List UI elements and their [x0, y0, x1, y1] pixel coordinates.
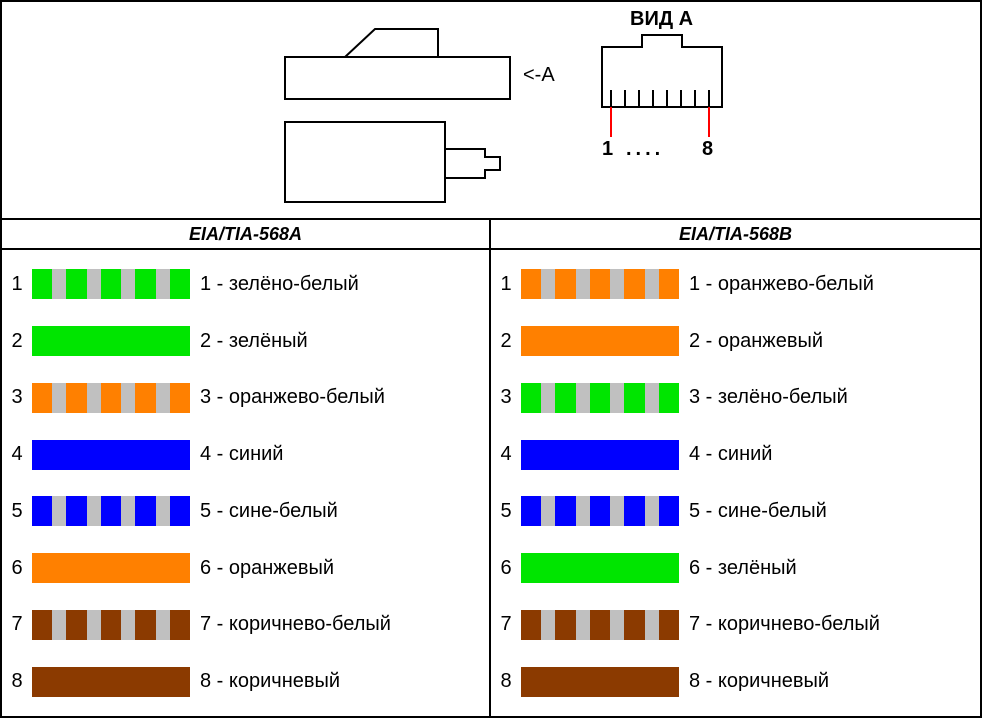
pin-number: 6 [2, 557, 32, 580]
pin-8-label: 8 [702, 138, 713, 161]
wire-swatch [32, 553, 190, 583]
pin-number: 3 [491, 386, 521, 409]
wire-label: 8 - коричневый [200, 670, 340, 693]
pin-number: 6 [491, 557, 521, 580]
wire-label: 3 - зелёно-белый [689, 386, 848, 409]
pin-1-label: 1 [602, 138, 613, 161]
connector-side-view [285, 29, 510, 99]
wire-label: 5 - сине-белый [689, 500, 827, 523]
wire-swatch [521, 496, 679, 526]
wire-row: 6 6 - зелёный [491, 544, 980, 592]
pin-number: 5 [2, 500, 32, 523]
connector-front-view [602, 35, 722, 107]
wire-label: 7 - коричнево-белый [200, 613, 391, 636]
wire-swatch [521, 326, 679, 356]
wire-row: 3 3 - зелёно-белый [491, 374, 980, 422]
wire-row: 2 2 - зелёный [2, 317, 489, 365]
pin-number: 8 [2, 670, 32, 693]
wire-swatch [521, 553, 679, 583]
standard-568b-title: EIA/TIA-568B [491, 220, 980, 250]
connector-views-panel: ВИД А <-A [2, 2, 980, 220]
wire-label: 8 - коричневый [689, 670, 829, 693]
wire-row: 1 1 - оранжево-белый [491, 260, 980, 308]
wire-label: 1 - оранжево-белый [689, 273, 874, 296]
wire-swatch [32, 610, 190, 640]
wire-row: 8 8 - коричневый [491, 658, 980, 706]
wire-row: 7 7 - коричнево-белый [491, 601, 980, 649]
standard-568a-column: EIA/TIA-568A 1 1 - зелёно-белый 2 2 - зелён… [2, 220, 491, 716]
wire-label: 7 - коричнево-белый [689, 613, 880, 636]
standards-row: EIA/TIA-568A 1 1 - зелёно-белый 2 2 - зелён… [2, 220, 980, 716]
wire-label: 2 - оранжевый [689, 330, 823, 353]
wire-row: 6 6 - оранжевый [2, 544, 489, 592]
wire-swatch [521, 383, 679, 413]
wire-label: 4 - синий [200, 443, 283, 466]
wire-row: 1 1 - зелёно-белый [2, 260, 489, 308]
pin-number: 2 [2, 330, 32, 353]
wire-swatch [32, 667, 190, 697]
wire-row: 4 4 - синий [2, 431, 489, 479]
wire-swatch [32, 440, 190, 470]
wire-swatch [32, 496, 190, 526]
standard-568b-column: EIA/TIA-568B 1 1 - оранжево-белый 2 2 - ора… [491, 220, 980, 716]
wire-row: 3 3 - оранжево-белый [2, 374, 489, 422]
connector-drawings [2, 2, 984, 220]
pin-number: 1 [2, 273, 32, 296]
wire-swatch [521, 610, 679, 640]
standard-568a-wires: 1 1 - зелёно-белый 2 2 - зелёный 3 3 - оранже… [2, 250, 489, 716]
standard-568b-wires: 1 1 - оранжево-белый 2 2 - оранжевый 3 3 - зе… [491, 250, 980, 716]
view-a-title: ВИД А [630, 8, 693, 31]
rj45-pinout-diagram: ВИД А <-A [0, 0, 982, 718]
pin-dots: .... [626, 138, 664, 161]
wire-label: 6 - зелёный [689, 557, 797, 580]
connector-top-view [285, 122, 500, 202]
wire-swatch [521, 440, 679, 470]
wire-row: 4 4 - синий [491, 431, 980, 479]
wire-label: 1 - зелёно-белый [200, 273, 359, 296]
pin-number: 3 [2, 386, 32, 409]
wire-label: 6 - оранжевый [200, 557, 334, 580]
wire-row: 7 7 - коричнево-белый [2, 601, 489, 649]
wire-label: 3 - оранжево-белый [200, 386, 385, 409]
pin-number: 1 [491, 273, 521, 296]
wire-row: 5 5 - сине-белый [491, 487, 980, 535]
pin-number: 5 [491, 500, 521, 523]
wire-label: 5 - сине-белый [200, 500, 338, 523]
wire-swatch [32, 269, 190, 299]
wire-swatch [521, 269, 679, 299]
wire-swatch [32, 326, 190, 356]
pin-number: 7 [2, 613, 32, 636]
pin-number: 4 [491, 443, 521, 466]
wire-row: 2 2 - оранжевый [491, 317, 980, 365]
pin-number: 8 [491, 670, 521, 693]
arrow-a-label: <-A [523, 64, 555, 87]
wire-row: 5 5 - сине-белый [2, 487, 489, 535]
standard-568a-title: EIA/TIA-568A [2, 220, 489, 250]
pin-number: 4 [2, 443, 32, 466]
pin-number: 7 [491, 613, 521, 636]
pin-indicator-lines [611, 107, 709, 137]
wire-swatch [521, 667, 679, 697]
pin-number: 2 [491, 330, 521, 353]
wire-swatch [32, 383, 190, 413]
wire-label: 4 - синий [689, 443, 772, 466]
wire-row: 8 8 - коричневый [2, 658, 489, 706]
wire-label: 2 - зелёный [200, 330, 308, 353]
